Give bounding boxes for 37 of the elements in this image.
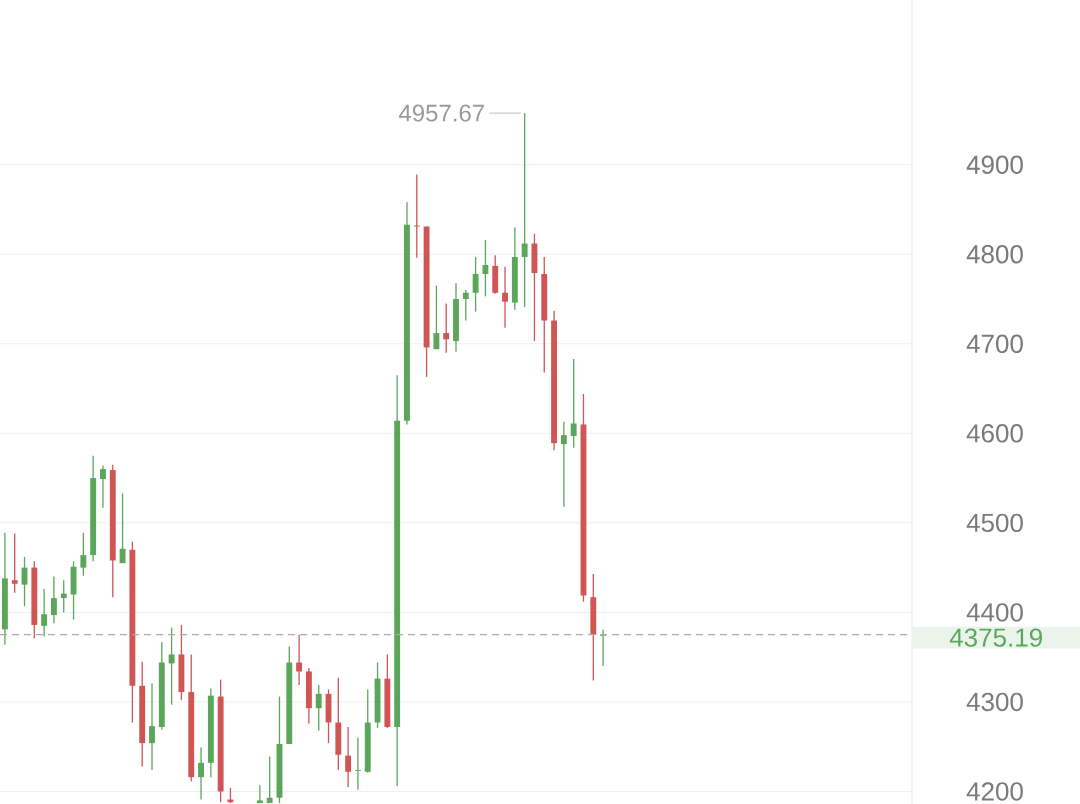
candlestick — [266, 755, 273, 804]
y-tick-label: 4200 — [966, 782, 1023, 801]
y-tick-label: 4700 — [966, 334, 1023, 353]
y-tick-label: 4400 — [966, 603, 1023, 622]
y-tick-label: 4600 — [966, 424, 1023, 443]
y-tick-label: 4800 — [966, 245, 1023, 264]
candlestick — [433, 284, 440, 350]
candlestick — [149, 682, 155, 771]
candlestick — [198, 746, 204, 801]
y-tick-label: 4300 — [966, 692, 1023, 712]
candlestick — [80, 532, 87, 577]
candlestick — [256, 784, 263, 804]
annotation: 4957.67 — [398, 104, 484, 122]
candlestick — [100, 464, 106, 509]
candlestick — [168, 626, 175, 706]
candlestick — [482, 239, 489, 297]
candlestick — [296, 634, 303, 686]
candlestick — [472, 256, 479, 313]
candlestick — [560, 421, 567, 508]
y-tick-label: 4900 — [966, 155, 1023, 174]
candlestick — [600, 628, 607, 667]
candlestick — [413, 173, 420, 259]
y-tick-label: 4500 — [966, 513, 1023, 533]
candlestick — [443, 302, 450, 354]
candlestick — [521, 112, 528, 308]
candlestick — [570, 358, 577, 449]
ref-line-label: 4375.19 — [949, 628, 1042, 647]
candlestick — [345, 726, 352, 788]
candlestick — [11, 532, 18, 594]
candlestick — [41, 588, 48, 638]
candlestick — [462, 289, 469, 322]
candlestick — [315, 684, 322, 732]
candlestick — [60, 579, 67, 614]
candlestick — [51, 575, 57, 624]
candlestick — [502, 266, 508, 329]
candlestick — [119, 492, 126, 564]
candlestick — [354, 737, 361, 791]
